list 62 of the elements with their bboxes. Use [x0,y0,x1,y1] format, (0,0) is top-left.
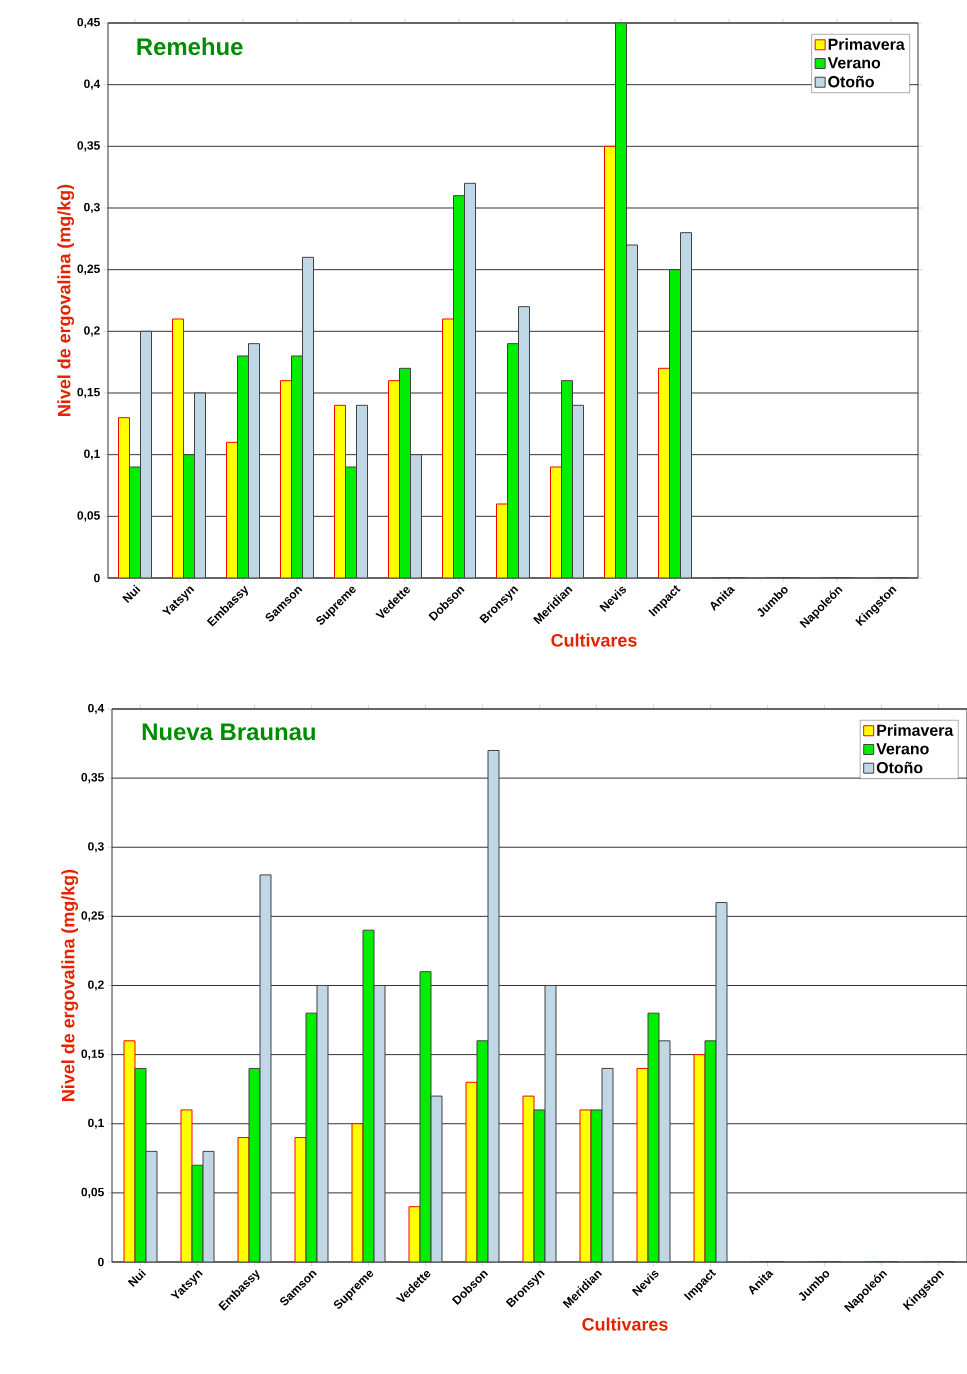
bar [453,195,465,578]
legend-label: Primavera [877,724,954,736]
y-tick-label: 0,25 [77,264,100,275]
bar [280,380,292,578]
bar [237,355,249,578]
bar [226,441,238,578]
y-tick-label: 0,25 [81,911,104,922]
y-tick-label: 0,35 [77,141,100,152]
y-tick-label: 0,2 [84,326,100,337]
bar [615,22,628,578]
y-tick-label: 0,3 [84,202,100,214]
bar [388,380,400,578]
y-tick-label: 0 [98,1257,104,1267]
bar [626,244,639,578]
x-axis-title: Cultivares [551,633,637,647]
legend-label: Primavera [828,38,905,50]
y-tick-label: 0,05 [77,511,100,522]
bar [183,454,195,578]
bar [464,182,476,578]
bar [604,145,617,578]
y-tick-label: 0 [94,573,100,583]
y-tick-label: 0,45 [77,17,100,29]
legend-label: Otoño [828,75,874,88]
bar [572,404,585,578]
bar [507,343,519,578]
chart-title: Nueva Braunau [142,723,315,741]
legend-label: Otoño [876,761,923,774]
legend-label: Verano [827,57,881,69]
bar [356,404,368,578]
bar [669,269,682,578]
bar [518,306,530,578]
bar [140,330,152,578]
y-tick-label: 0,3 [88,842,104,853]
bar [680,232,693,578]
x-tick-label: Nui [122,584,141,604]
bar [399,367,411,578]
y-axis-title: Nivel de ergovalina (mg/kg) [57,184,75,416]
y-tick-label: 0,2 [88,980,104,991]
y-tick-label: 0,35 [81,773,104,784]
bar [561,380,574,578]
bar [172,318,184,578]
bar [248,343,260,578]
bar [410,454,422,578]
y-tick-label: 0,4 [84,79,101,90]
bar [302,256,314,578]
y-tick-label: 0,15 [81,1049,104,1060]
bar [118,417,130,578]
y-tick-label: 0,1 [84,449,100,460]
y-tick-label: 0,15 [77,387,100,399]
legend-label: Verano [876,743,929,755]
bar [334,404,346,578]
y-tick-label: 0,4 [88,703,105,715]
x-tick-label: Nui [127,1268,147,1288]
chart-title: Remehue [137,37,243,56]
y-tick-label: 0,1 [88,1118,104,1129]
y-axis-title: Nivel de ergovalina (mg/kg) [61,869,79,1101]
y-tick-label: 0,05 [81,1187,104,1198]
x-axis-title: Cultivares [582,1317,668,1331]
bar [291,355,303,578]
bar [658,367,671,578]
bar [442,318,454,578]
bar [194,392,206,578]
